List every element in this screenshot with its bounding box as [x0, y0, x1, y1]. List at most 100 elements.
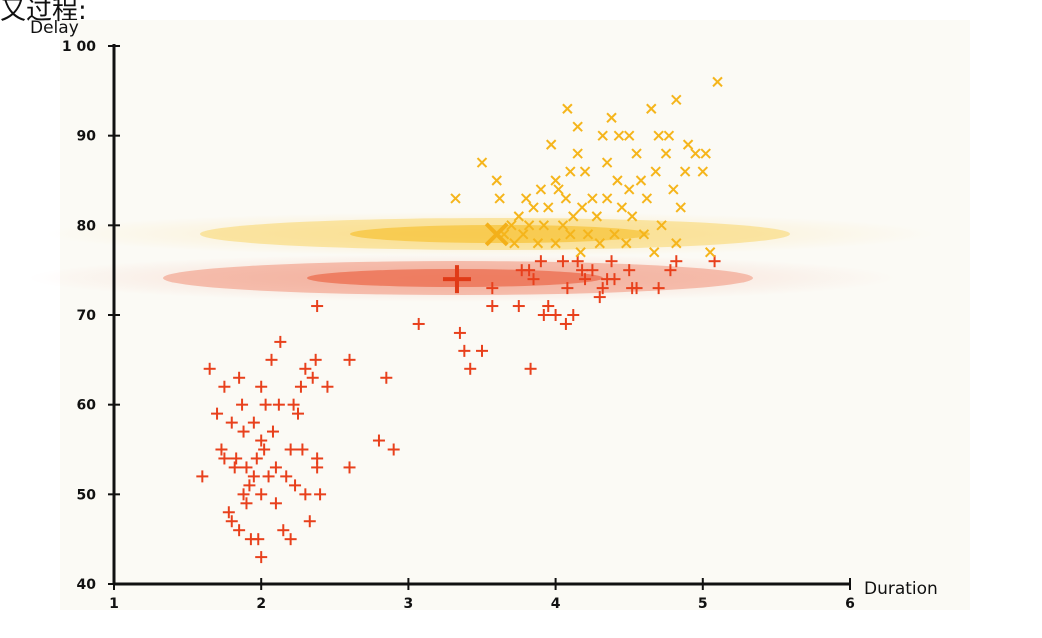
- plus-data-point: [259, 398, 272, 411]
- cross-data-point: [553, 184, 564, 195]
- plus-data-point: [579, 273, 592, 286]
- cross-data-point: [679, 166, 691, 177]
- cross-data-point: [476, 157, 488, 168]
- y-tick-label: 70: [77, 308, 97, 324]
- plus-data-point: [287, 398, 300, 411]
- cross-data-point: [704, 247, 716, 258]
- plus-data-point: [274, 335, 287, 348]
- cluster-mean-cross: [484, 222, 509, 247]
- plus-data-point: [292, 407, 304, 420]
- plus-data-point: [311, 300, 324, 313]
- cross-data-point: [626, 211, 638, 222]
- cross-data-point: [562, 103, 573, 114]
- cross-data-point: [621, 238, 632, 249]
- plus-data-point: [252, 533, 265, 546]
- cross-data-point: [671, 238, 682, 249]
- plus-data-point: [296, 443, 309, 456]
- y-axis-label: Delay: [30, 18, 79, 38]
- plus-data-point: [537, 309, 550, 321]
- cross-data-point: [545, 139, 557, 150]
- plus-data-point: [299, 488, 312, 501]
- plus-data-point: [258, 443, 271, 456]
- plus-data-point: [255, 380, 268, 393]
- plus-data-point: [559, 317, 572, 330]
- cross-data-point: [550, 175, 561, 186]
- plus-data-point: [321, 380, 334, 393]
- cross-data-point: [660, 148, 672, 159]
- plus-data-point: [309, 353, 322, 366]
- cross-data-point: [663, 130, 675, 141]
- cross-data-point: [601, 193, 613, 204]
- cross-data-point: [550, 238, 561, 249]
- cross-data-point: [601, 157, 613, 168]
- plus-data-point: [458, 344, 471, 357]
- cross-data-point: [491, 175, 502, 186]
- cross-data-point: [513, 211, 525, 222]
- plus-data-point: [664, 264, 677, 277]
- cross-data-point: [682, 139, 694, 150]
- plus-data-point: [230, 452, 243, 465]
- cross-data-point: [700, 148, 711, 159]
- cross-data-point: [543, 202, 554, 213]
- plus-data-point: [236, 398, 249, 411]
- x-tick-label: 6: [845, 596, 855, 612]
- plus-data-point: [524, 362, 537, 375]
- y-tick-label: 1 00: [62, 39, 96, 55]
- plus-data-point: [556, 255, 569, 268]
- cross-data-point: [538, 220, 550, 231]
- y-tick-label: 80: [77, 218, 97, 234]
- cross-data-point: [568, 211, 579, 222]
- points-layer: [196, 76, 723, 564]
- cross-data-point: [690, 148, 701, 159]
- axes: 40 50 60 70 80 90 1 00 1 2 3 4 5 6 Delay Duration: [30, 18, 938, 612]
- plus-data-point: [380, 371, 393, 384]
- cross-data-point: [575, 247, 586, 258]
- cross-data-point: [675, 202, 686, 213]
- cross-data-point: [576, 202, 588, 213]
- plus-data-point: [215, 443, 228, 456]
- cross-data-point: [520, 193, 532, 204]
- cross-data-point: [528, 202, 539, 213]
- cross-data-point: [646, 103, 657, 114]
- cross-data-point: [649, 247, 660, 258]
- plus-data-point: [225, 515, 238, 528]
- plus-data-point: [233, 371, 246, 384]
- plus-data-point: [289, 479, 302, 492]
- plus-data-point: [266, 425, 279, 438]
- plus-data-point: [262, 470, 275, 483]
- plus-data-point: [255, 488, 268, 501]
- x-tick-label: 3: [404, 596, 414, 612]
- cross-data-point: [594, 238, 605, 249]
- cluster-means-layer: [442, 222, 509, 294]
- cross-data-point: [532, 238, 544, 249]
- cross-data-point: [635, 175, 647, 186]
- plus-data-point: [240, 461, 253, 474]
- plus-data-point: [228, 461, 241, 474]
- plus-data-point: [630, 282, 643, 295]
- plus-data-point: [211, 407, 224, 420]
- x-tick-label: 5: [698, 596, 708, 612]
- gaussian-yellow-layer: [45, 212, 935, 256]
- y-tick-label: 60: [77, 398, 97, 414]
- plus-data-point: [243, 479, 256, 492]
- plus-data-point: [561, 282, 574, 295]
- plus-data-point: [605, 255, 618, 268]
- y-ticks: 40 50 60 70 80 90 1 00: [62, 39, 120, 593]
- plus-data-point: [596, 282, 609, 295]
- plus-data-point: [593, 291, 606, 304]
- cross-data-point: [557, 220, 569, 231]
- plus-data-point: [464, 362, 477, 375]
- plus-data-point: [527, 273, 540, 286]
- plus-data-point: [240, 497, 253, 510]
- plus-data-point: [549, 309, 562, 321]
- cross-data-point: [572, 148, 583, 159]
- plus-data-point: [203, 362, 216, 375]
- plus-data-point: [512, 300, 525, 313]
- cross-data-point: [609, 229, 620, 240]
- plus-data-point: [269, 497, 282, 510]
- plus-data-point: [476, 344, 488, 357]
- x-ticks: 1 2 3 4 5 6: [109, 578, 855, 612]
- cross-data-point: [572, 121, 583, 132]
- plus-data-point: [567, 309, 580, 321]
